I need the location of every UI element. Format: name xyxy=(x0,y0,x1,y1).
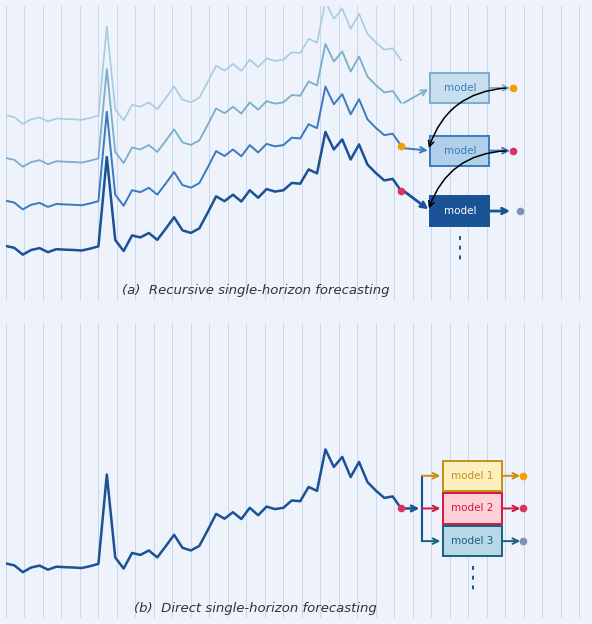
FancyBboxPatch shape xyxy=(430,73,490,103)
Text: model: model xyxy=(444,83,476,93)
Text: (a)  Recursive single-horizon forecasting: (a) Recursive single-horizon forecasting xyxy=(121,285,389,297)
FancyBboxPatch shape xyxy=(443,461,502,491)
FancyBboxPatch shape xyxy=(430,196,490,226)
Text: model 2: model 2 xyxy=(451,504,494,514)
Text: (b)  Direct single-horizon forecasting: (b) Direct single-horizon forecasting xyxy=(134,602,377,615)
FancyBboxPatch shape xyxy=(430,135,490,166)
Text: model: model xyxy=(444,206,476,216)
Text: model 1: model 1 xyxy=(451,470,494,480)
FancyBboxPatch shape xyxy=(443,494,502,524)
FancyBboxPatch shape xyxy=(443,526,502,556)
Text: model: model xyxy=(444,146,476,156)
Text: model 3: model 3 xyxy=(451,536,494,546)
